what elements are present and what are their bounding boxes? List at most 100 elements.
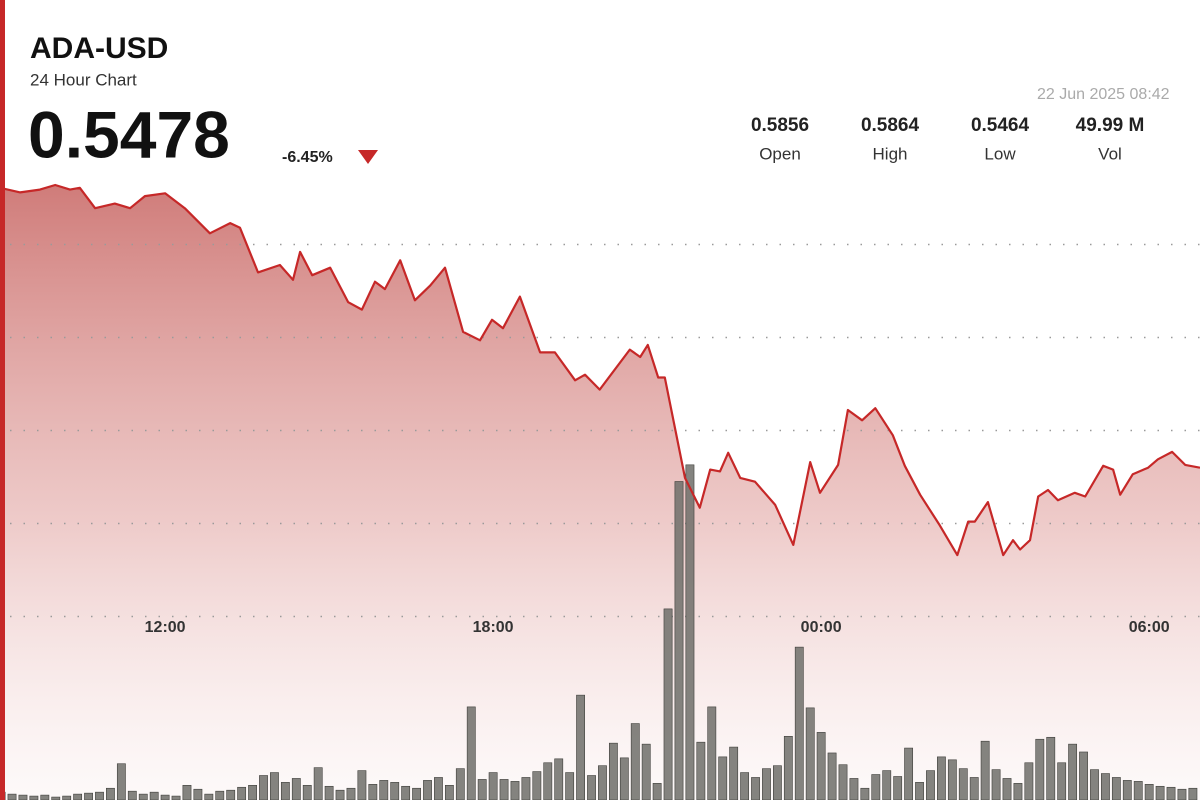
volume-bar — [729, 746, 739, 800]
volume-bar — [62, 795, 72, 800]
volume-bar — [171, 795, 181, 800]
volume-bar — [1177, 788, 1187, 800]
volume-bar — [499, 779, 509, 800]
stat-value: 0.5464 — [971, 115, 1030, 136]
volume-bar — [598, 765, 607, 800]
volume-bar — [630, 723, 640, 800]
volume-bar — [346, 787, 356, 800]
volume-bar — [84, 792, 93, 800]
x-tick-label: 00:00 — [801, 619, 842, 636]
subtitle: 24 Hour Chart — [30, 70, 137, 89]
volume-bar — [587, 775, 596, 800]
volume-bar — [193, 788, 203, 800]
volume-bar — [652, 783, 662, 800]
volume-bar — [718, 756, 728, 800]
volume-bar — [871, 774, 881, 800]
stat-value: 0.5856 — [751, 115, 809, 136]
volume-bar — [401, 785, 411, 800]
volume-bar — [937, 756, 946, 800]
volume-bar — [95, 791, 104, 800]
volume-bar — [794, 646, 804, 800]
volume-bar — [827, 752, 837, 800]
volume-bar — [1155, 785, 1165, 800]
volume-bar — [1188, 787, 1198, 800]
volume-bar — [663, 608, 673, 800]
volume-bar — [915, 782, 924, 800]
stat-label: High — [873, 144, 908, 163]
volume-bar — [106, 787, 115, 800]
price-change: -6.45% — [282, 149, 333, 166]
volume-bar — [160, 794, 170, 800]
volume-bar — [226, 789, 236, 800]
x-tick-label: 12:00 — [145, 619, 186, 636]
volume-bar — [7, 793, 17, 800]
volume-bar — [762, 768, 771, 800]
volume-bar — [696, 741, 706, 800]
stat-value: 49.99 M — [1076, 115, 1145, 136]
volume-bar — [805, 707, 815, 800]
volume-bar — [980, 740, 990, 800]
volume-bar — [576, 694, 585, 800]
last-price: 0.5478 — [28, 97, 230, 171]
stat-label: Low — [984, 144, 1016, 163]
volume-bar — [368, 784, 378, 800]
plot-area: 12:00 18:00 00:00 06:00 — [0, 183, 1200, 800]
volume-bar — [444, 784, 454, 800]
stat-value: 0.5864 — [861, 115, 920, 136]
volume-bar — [434, 777, 443, 800]
volume-bar — [149, 791, 159, 800]
volume-bar — [1111, 777, 1121, 800]
volume-bar — [740, 772, 750, 800]
volume-bar — [280, 782, 290, 800]
down-arrow — [358, 150, 378, 164]
volume-bar — [1101, 773, 1110, 800]
volume-bar — [707, 706, 717, 800]
volume-bar — [543, 762, 553, 800]
x-tick-label: 18:00 — [473, 619, 514, 636]
volume-bar — [302, 784, 312, 800]
volume-bar — [116, 763, 126, 800]
volume-bar — [466, 706, 476, 800]
volume-bar — [1068, 743, 1078, 800]
volume-bar — [379, 780, 389, 800]
stat-label: Vol — [1098, 144, 1122, 163]
volume-bar — [204, 793, 214, 800]
volume-bar — [40, 794, 50, 800]
volume-bar — [1090, 769, 1099, 800]
volume-bar — [1002, 778, 1012, 800]
volume-bar — [127, 790, 137, 800]
accent-bar — [0, 0, 5, 800]
volume-bar — [237, 786, 247, 800]
volume-bar — [991, 769, 1001, 800]
volume-bar — [324, 785, 334, 800]
volume-bar — [412, 787, 421, 800]
volume-bar — [958, 768, 968, 800]
volume-bar — [521, 777, 531, 800]
volume-bar — [773, 765, 782, 800]
volume-bar — [619, 757, 629, 800]
volume-bar — [73, 793, 83, 800]
volume-bar — [1079, 751, 1088, 800]
symbol: ADA-USD — [30, 32, 168, 65]
volume-bar — [248, 784, 257, 800]
volume-bar — [510, 781, 520, 800]
volume-bar — [259, 775, 268, 800]
volume-bar — [335, 789, 345, 800]
volume-bar — [1046, 736, 1056, 800]
volume-bar — [29, 795, 39, 800]
volume-bar — [926, 770, 935, 800]
volume-bar — [1166, 786, 1176, 800]
volume-bar — [532, 771, 542, 800]
volume-bar — [390, 782, 400, 800]
volume-bar — [783, 735, 793, 800]
volume-bar — [565, 772, 575, 800]
stats: 0.5856 Open 0.5864 High 0.5464 Low 49.99 M Vol — [751, 115, 1144, 163]
volume-bar — [215, 790, 225, 800]
volume-bar — [751, 777, 760, 800]
volume-bar — [455, 768, 465, 800]
price-area — [0, 185, 1200, 800]
volume-bar — [882, 770, 892, 800]
volume-bar — [270, 772, 279, 800]
